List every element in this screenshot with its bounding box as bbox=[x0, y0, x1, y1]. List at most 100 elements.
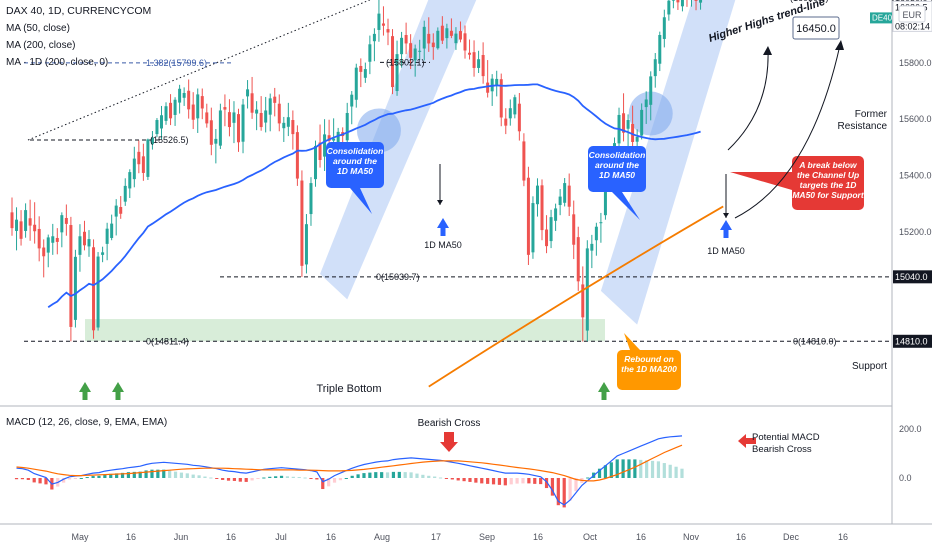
candle-body bbox=[622, 113, 626, 133]
candle-body bbox=[662, 17, 666, 39]
macd-histogram-bar bbox=[609, 462, 613, 478]
macd-histogram-bar bbox=[656, 461, 661, 478]
macd-signal-line bbox=[16, 444, 683, 482]
candle-body bbox=[69, 225, 73, 327]
candle-body bbox=[323, 134, 327, 157]
candle-body bbox=[282, 122, 286, 129]
candle-body bbox=[205, 112, 209, 124]
candle-body bbox=[422, 26, 426, 49]
ma50-line bbox=[47, 83, 701, 308]
candle-body bbox=[431, 42, 435, 48]
candle-body bbox=[472, 52, 476, 68]
candle-body bbox=[10, 212, 14, 229]
candles-layer bbox=[10, 0, 703, 342]
candle-body bbox=[395, 54, 399, 92]
macd-histogram-bar bbox=[662, 463, 666, 478]
macd-histogram-bar bbox=[415, 473, 419, 478]
legend-ma50[interactable]: MA (50, close) bbox=[6, 23, 70, 34]
candle-body bbox=[96, 256, 100, 328]
candle-body bbox=[486, 82, 490, 93]
macd-histogram-bar bbox=[150, 469, 154, 478]
candle-body bbox=[64, 217, 68, 224]
macd-histogram-bar bbox=[539, 478, 543, 485]
time-axis-label: Jun bbox=[174, 532, 189, 542]
macd-histogram-bar bbox=[597, 468, 602, 478]
level-16030-label: (16030.0) bbox=[790, 0, 829, 3]
macd-histogram-bar bbox=[403, 472, 407, 478]
macd-histogram-bar bbox=[85, 477, 89, 479]
legend-ma200[interactable]: MA (200, close) bbox=[6, 40, 75, 51]
candle-body bbox=[680, 0, 684, 7]
legend-ma-1d-200[interactable]: MA · 1D (200, close, 0) bbox=[6, 57, 108, 68]
candle-body bbox=[495, 78, 499, 86]
macd-histogram-bar bbox=[156, 469, 160, 478]
break-callout-text: MA50 for Support bbox=[792, 190, 864, 200]
macd-histogram-bar bbox=[221, 478, 225, 480]
candle-body bbox=[178, 88, 182, 103]
candle-body bbox=[232, 112, 236, 123]
candle-body bbox=[73, 256, 77, 320]
candle-body bbox=[671, 0, 675, 1]
macd-histogram-bar bbox=[368, 472, 372, 478]
macd-histogram-bar bbox=[132, 471, 136, 478]
macd-histogram-bar bbox=[468, 478, 472, 482]
triple-bottom-label: Triple Bottom bbox=[316, 383, 381, 395]
ma50-arrow-1-stem bbox=[440, 228, 446, 236]
projection-arrow-2 bbox=[734, 44, 841, 219]
level-14810-label: 0(14810.0) bbox=[793, 336, 837, 346]
candle-body bbox=[513, 97, 517, 115]
candle-body bbox=[255, 109, 259, 114]
level-15526-label: (15526.5) bbox=[150, 135, 189, 145]
candle-body bbox=[318, 142, 322, 160]
macd-histogram-bar bbox=[315, 478, 319, 480]
macd-histogram-bar bbox=[238, 478, 242, 482]
candle-body bbox=[477, 59, 481, 68]
target-box-text: 16450.0 bbox=[796, 23, 836, 35]
macd-histogram-bar bbox=[450, 478, 454, 480]
triple-bottom-arrow-2 bbox=[112, 382, 124, 392]
macd-legend[interactable]: MACD (12, 26, close, 9, EMA, EMA) bbox=[6, 417, 167, 428]
symbol-tag bbox=[870, 12, 892, 24]
candle-body bbox=[635, 136, 639, 142]
macd-histogram-bar bbox=[391, 471, 396, 478]
macd-histogram-bar bbox=[556, 478, 560, 506]
candle-body bbox=[626, 120, 630, 129]
macd-histogram-bar bbox=[262, 477, 266, 479]
candle-body bbox=[33, 224, 37, 232]
candle-body bbox=[273, 96, 277, 103]
time-axis-label: May bbox=[71, 532, 89, 542]
macd-histogram-bar bbox=[338, 478, 343, 481]
macd-histogram-bar bbox=[344, 478, 348, 479]
macd-histogram-bar bbox=[14, 478, 19, 480]
candle-body bbox=[540, 185, 544, 231]
candle-body bbox=[237, 114, 240, 143]
currency-button[interactable] bbox=[898, 5, 926, 23]
candle-body bbox=[42, 247, 46, 257]
candle-body bbox=[599, 222, 603, 224]
macd-histogram-bar bbox=[120, 472, 125, 478]
candle-body bbox=[46, 237, 50, 253]
consolidation-callout-1-text: 1D MA50 bbox=[337, 166, 373, 176]
candle-body bbox=[196, 94, 200, 119]
candle-body bbox=[594, 226, 598, 241]
macd-histogram-bar bbox=[215, 478, 219, 479]
candle-body bbox=[535, 185, 539, 205]
macd-histogram-bar bbox=[409, 472, 413, 478]
break-callout-text: A break below bbox=[798, 160, 858, 170]
candle-body bbox=[368, 44, 372, 62]
macd-histogram-bar bbox=[486, 478, 490, 484]
ma50-arrow-2-stem bbox=[723, 230, 729, 238]
candle-body bbox=[164, 106, 168, 121]
level-15802-label: (15802.1) bbox=[386, 57, 425, 67]
candle-body bbox=[508, 108, 512, 119]
candle-body bbox=[214, 138, 218, 144]
time-axis-label: 16 bbox=[838, 532, 848, 542]
symbol-title[interactable]: DAX 40, 1D, CURRENCYCOM bbox=[6, 5, 151, 17]
candle-body bbox=[119, 207, 123, 214]
ma200-line bbox=[428, 205, 724, 388]
candle-body bbox=[427, 33, 431, 44]
candle-body bbox=[114, 205, 118, 217]
